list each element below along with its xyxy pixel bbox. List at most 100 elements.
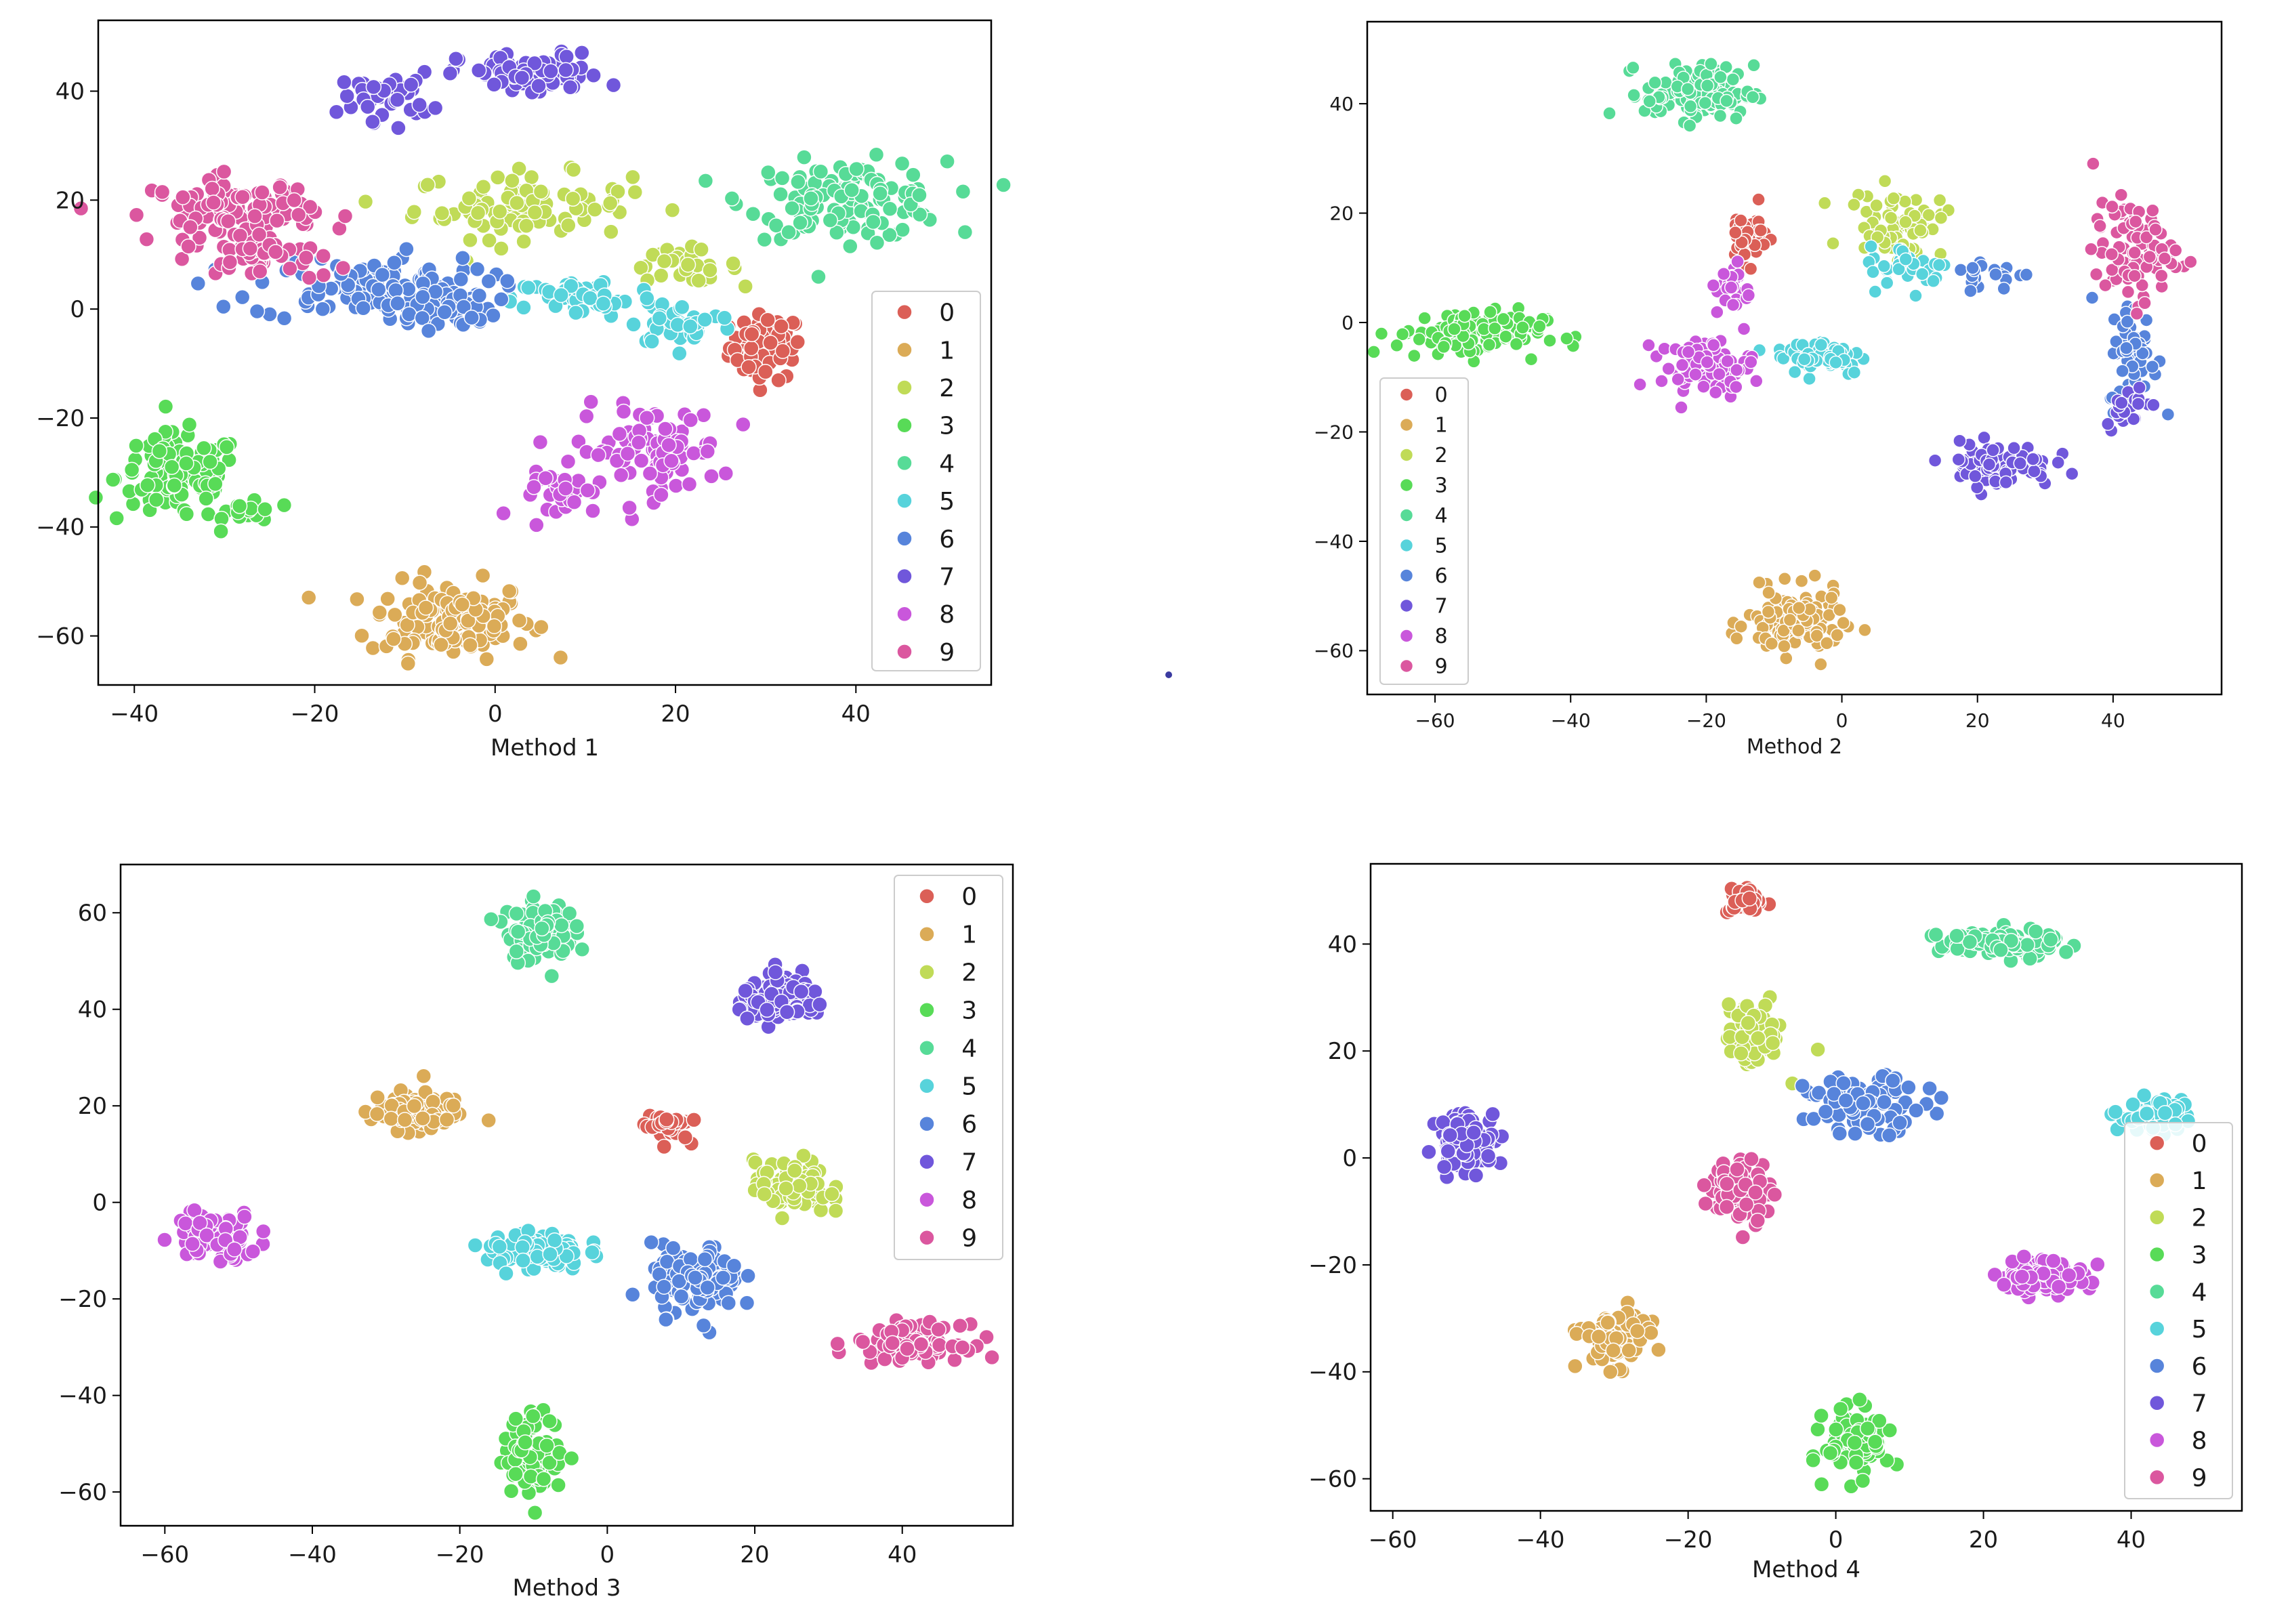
scatter-point-class-9	[1749, 1212, 1766, 1229]
x-tick-label: −40	[110, 701, 159, 728]
legend-marker	[1399, 629, 1414, 643]
scatter-point-class-3	[1810, 1421, 1826, 1438]
scatter-point-class-9	[2154, 268, 2169, 283]
scatter-point-class-8	[653, 486, 669, 503]
scatter-point-class-4	[995, 177, 1012, 193]
scatter-point-class-7	[411, 96, 428, 113]
x-tick-label: 40	[888, 1541, 917, 1568]
scatter-point-class-4	[774, 170, 791, 186]
scatter-point-class-4	[803, 190, 819, 207]
plot-frame	[97, 19, 993, 686]
chart-1: −40 −20 0 20 40 −60 −40 −20 0 20 40 Method 1 0 1 2 3 4 5 6…	[36, 19, 1012, 762]
y-tick-label: −60	[1314, 640, 1354, 662]
scatter-point-class-9	[182, 219, 199, 236]
scatter-point-class-5	[1868, 285, 1882, 299]
scatter-point-class-8	[612, 467, 629, 484]
scatter-point-class-8	[2045, 1253, 2062, 1269]
legend-label: 0	[2192, 1130, 2207, 1158]
y-tick-label: −60	[58, 1479, 107, 1506]
legend-marker	[1399, 388, 1414, 402]
scatter-point-class-1	[400, 655, 417, 672]
x-axis-label: Method 3	[513, 1575, 621, 1602]
scatter-point-class-4	[865, 213, 881, 230]
scatter-point-class-0	[1734, 213, 1748, 228]
scatter-point-class-6	[388, 282, 404, 299]
scatter-point-class-1	[1752, 575, 1766, 589]
scatter-point-class-3	[507, 1465, 524, 1482]
x-tick-label: −40	[1551, 709, 1591, 732]
scatter-point-class-8	[1710, 305, 1724, 319]
scatter-point-class-4	[810, 268, 827, 285]
scatter-point-class-3	[1407, 348, 1421, 363]
scatter-point-class-8	[661, 437, 677, 453]
scatter-point-class-7	[336, 74, 352, 90]
scatter-point-class-9	[242, 241, 259, 257]
scatter-point-class-8	[1700, 355, 1715, 369]
scatter-point-class-5	[520, 279, 537, 296]
scatter-point-class-1	[300, 589, 317, 606]
scatter-point-class-4	[784, 200, 800, 217]
scatter-point-class-2	[511, 161, 527, 177]
scatter-point-class-3	[1846, 1434, 1863, 1451]
scatter-point-class-9	[2129, 306, 2144, 321]
scatter-point-class-2	[602, 195, 619, 211]
legend-marker	[2148, 1172, 2165, 1188]
legend-marker	[2148, 1283, 2165, 1300]
scatter-point-class-1	[394, 570, 411, 587]
scatter-point-class-5	[2138, 1105, 2155, 1122]
scatter-point-class-1	[512, 636, 528, 652]
scatter-point-class-2	[462, 232, 478, 249]
x-tick-label: 20	[740, 1541, 769, 1568]
legend-marker	[919, 1002, 935, 1018]
scatter-point-class-9	[128, 207, 145, 224]
scatter-point-class-1	[511, 612, 528, 629]
scatter-point-class-2	[406, 203, 423, 220]
scatter-point-class-6	[695, 1317, 712, 1334]
scatter-point-class-9	[2127, 268, 2142, 283]
scatter-point-class-0	[686, 1112, 702, 1128]
scatter-point-class-5	[491, 1238, 508, 1255]
scatter-point-class-4	[1726, 72, 1741, 87]
scatter-point-class-6	[2115, 364, 2129, 378]
scatter-point-class-8	[245, 1243, 262, 1259]
scatter-point-class-4	[911, 206, 928, 223]
scatter-point-class-7	[1484, 1106, 1501, 1123]
legend-label: 4	[939, 450, 955, 478]
legend-label: 1	[939, 337, 955, 365]
scatter-point-class-1	[1833, 602, 1847, 617]
scatter-point-class-3	[539, 1437, 555, 1454]
scatter-point-class-8	[532, 434, 549, 451]
scatter-point-class-8	[642, 465, 659, 482]
scatter-point-class-1	[474, 567, 491, 584]
scatter-point-class-3	[108, 510, 125, 526]
scatter-point-class-4	[812, 163, 829, 180]
scatter-point-class-1	[1621, 1342, 1637, 1358]
scatter-point-class-6	[658, 1311, 674, 1328]
scatter-point-class-9	[138, 231, 155, 247]
legend-marker	[919, 926, 935, 942]
scatter-point-class-7	[1951, 452, 1966, 467]
scatter-point-class-8	[583, 394, 599, 410]
scatter-point-class-1	[501, 583, 518, 600]
legend-marker	[896, 341, 913, 358]
scatter-point-class-4	[2058, 944, 2075, 961]
scatter-point-class-9	[335, 259, 352, 276]
scatter-point-class-3	[1852, 1391, 1868, 1408]
scatter-point-class-8	[1708, 385, 1723, 400]
scatter-point-class-4	[1713, 108, 1728, 123]
scatter-point-class-3	[503, 1483, 520, 1499]
scatter-point-class-3	[535, 1471, 552, 1487]
scatter-point-class-2	[756, 1186, 772, 1203]
scatter-point-class-7	[427, 100, 444, 117]
scatter-point-class-1	[486, 618, 503, 634]
scatter-point-class-2	[610, 184, 626, 200]
scatter-point-class-2	[603, 224, 619, 240]
scatter-point-class-4	[1680, 82, 1695, 96]
scatter-point-class-4	[1729, 111, 1743, 125]
scatter-point-class-3	[213, 523, 229, 540]
scatter-point-class-3	[105, 472, 121, 488]
x-tick-label: 40	[2101, 709, 2125, 732]
scatter-point-class-6	[1847, 1125, 1863, 1142]
y-tick-label: 0	[1341, 312, 1354, 334]
scatter-point-class-5	[1898, 252, 1913, 266]
